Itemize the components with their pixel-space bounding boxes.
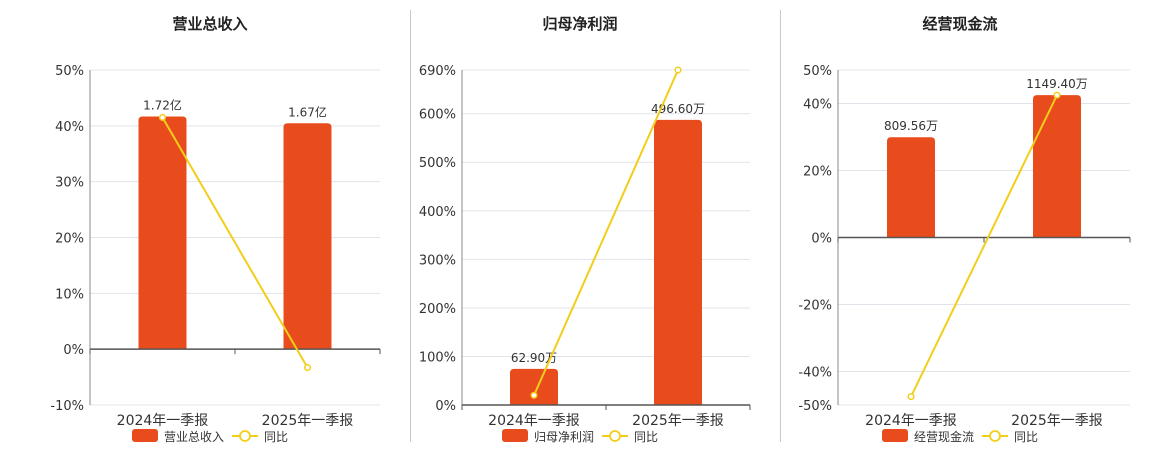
yoy-point — [530, 391, 538, 399]
yoy-line — [161, 116, 309, 369]
bar-value-label: 809.56万 — [884, 119, 938, 133]
y-tick-label: 690% — [419, 64, 456, 79]
legend-line-marker — [239, 430, 251, 442]
y-tick-label: 10% — [55, 287, 84, 302]
yoy-point — [674, 66, 682, 74]
y-tick-label: 0% — [435, 399, 456, 414]
yoy-line — [910, 94, 1058, 398]
yoy-point — [158, 113, 167, 122]
yoy-point — [303, 364, 312, 372]
x-category-label: 2025年一季报 — [1011, 413, 1103, 429]
y-tick-label: 50% — [55, 64, 84, 79]
y-tick-label: -20% — [798, 299, 832, 314]
y-tick-label: -50% — [798, 399, 832, 414]
x-category-label: 2024年一季报 — [865, 413, 957, 429]
y-tick-label: 500% — [419, 156, 456, 171]
y-tick-label: 50% — [803, 64, 832, 79]
chart-title: 归母净利润 — [542, 15, 617, 33]
panel-divider-2 — [780, 10, 781, 442]
bar-value-label: 496.60万 — [651, 102, 705, 116]
bar-value-label: 1.72亿 — [143, 98, 182, 113]
legend-line-label: 同比 — [1014, 430, 1038, 444]
chart-title: 营业总收入 — [172, 15, 247, 33]
y-tick-label: 30% — [55, 176, 84, 191]
bar — [283, 123, 332, 350]
y-tick-label: 600% — [419, 108, 456, 123]
yoy-point — [907, 393, 915, 401]
y-tick-label: 20% — [55, 232, 84, 247]
legend-bar-swatch — [502, 429, 528, 442]
x-category-label: 2025年一季报 — [632, 413, 724, 429]
x-category-label: 2025年一季报 — [262, 413, 354, 429]
legend-line-label: 同比 — [264, 430, 288, 444]
y-tick-label: 200% — [419, 302, 456, 317]
bar — [887, 137, 935, 238]
bar-value-label: 62.90万 — [511, 351, 557, 365]
y-tick-label: 400% — [419, 205, 456, 220]
bar — [654, 119, 702, 405]
legend-line-marker — [989, 430, 1001, 442]
y-tick-label: 40% — [803, 98, 832, 113]
bar — [1033, 95, 1081, 238]
panel-divider-1 — [410, 10, 411, 442]
y-tick-label: -10% — [50, 399, 84, 414]
x-category-label: 2024年一季报 — [117, 413, 209, 429]
legend-bar-swatch — [132, 429, 158, 442]
bar — [510, 368, 558, 405]
y-tick-label: 0% — [63, 343, 84, 358]
legend-bar-swatch — [882, 429, 908, 442]
legend-line-label: 同比 — [634, 430, 658, 444]
y-tick-label: 20% — [803, 165, 832, 180]
y-tick-label: -40% — [798, 366, 832, 381]
y-tick-label: 100% — [419, 350, 456, 365]
bar — [138, 116, 187, 350]
x-category-label: 2024年一季报 — [488, 413, 580, 429]
legend-bar-label: 归母净利润 — [534, 430, 594, 444]
legend-line-marker — [609, 430, 621, 442]
y-tick-label: 40% — [55, 120, 84, 135]
yoy-line — [533, 69, 679, 396]
legend-bar-label: 经营现金流 — [914, 429, 974, 444]
legend-bar-label: 营业总收入 — [164, 430, 224, 444]
yoy-point — [1053, 91, 1061, 99]
y-tick-label: 0% — [811, 232, 832, 247]
bar-value-label: 1.67亿 — [288, 104, 327, 119]
y-tick-label: 300% — [419, 253, 456, 268]
bar-value-label: 1149.40万 — [1026, 77, 1088, 91]
chart-title: 经营现金流 — [922, 15, 997, 33]
